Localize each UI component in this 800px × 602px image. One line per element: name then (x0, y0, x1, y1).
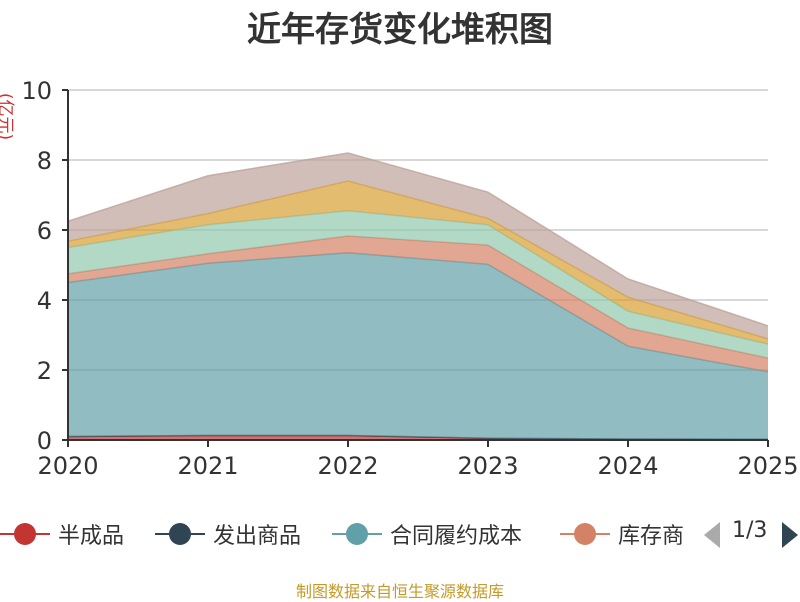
legend-label: 半成品 (58, 524, 125, 549)
y-tick-label: 8 (37, 147, 52, 175)
line-周转材料 (67, 152, 769, 327)
y-tick-label: 6 (37, 217, 52, 245)
legend-label: 库存商品 (618, 524, 684, 549)
y-tick-label: 0 (37, 427, 52, 455)
legend: 半成品 发出商品 合同履约成本 库存商品 (0, 516, 800, 552)
area-合同履约成本 (68, 252, 768, 440)
legend-page-indicator: 1/3 (732, 518, 768, 543)
legend-label: 发出商品 (213, 524, 302, 549)
data-source-note: 制图数据来自恒生聚源数据库 (295, 582, 504, 601)
legend-marker-icon (155, 516, 205, 552)
legend-item-合同履约成本[interactable]: 合同履约成本 (332, 516, 522, 552)
legend-item-半成品[interactable]: 半成品 (0, 516, 124, 552)
x-tick-label: 2021 (177, 452, 238, 480)
y-tick-label: 10 (21, 77, 52, 105)
legend-marker-icon (0, 516, 50, 552)
prev-page-icon[interactable] (704, 522, 720, 548)
x-tick-label: 2025 (737, 452, 798, 480)
next-page-icon[interactable] (782, 522, 798, 548)
y-tick-label: 2 (37, 357, 52, 385)
area-库存商品 (68, 235, 768, 372)
legend-item-发出商品[interactable]: 发出商品 (155, 516, 301, 552)
legend-label: 合同履约成本 (390, 524, 523, 549)
legend-item-库存商品[interactable]: 库存商品 (560, 516, 684, 552)
x-tick-label: 2024 (597, 452, 658, 480)
x-tick-label: 2023 (457, 452, 518, 480)
area-原材料 (68, 210, 768, 359)
chart-title: 近年存货变化堆积图 (247, 10, 553, 50)
area-周转材料 (68, 153, 768, 339)
legend-marker-icon (560, 516, 610, 552)
legend-pager: 1/3 (700, 516, 800, 552)
area-在产品 (68, 181, 768, 345)
y-tick-label: 4 (37, 287, 52, 315)
legend-clip: 库存商品 (560, 516, 684, 552)
x-tick-label: 2020 (37, 452, 98, 480)
x-tick-label: 2022 (317, 452, 378, 480)
legend-marker-icon (332, 516, 382, 552)
